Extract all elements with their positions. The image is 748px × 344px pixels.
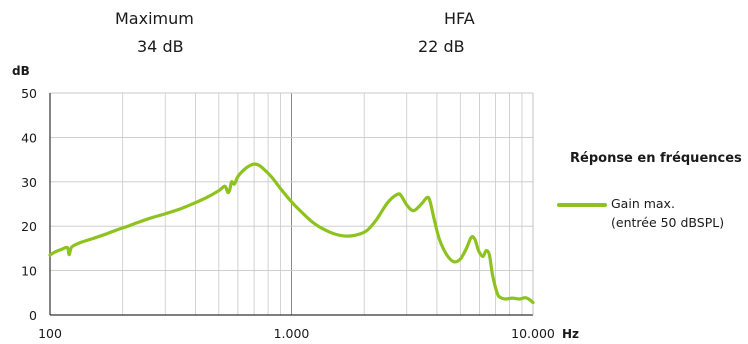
stat-maximum-value: 34 dB: [137, 37, 184, 56]
stat-maximum-label: Maximum: [115, 9, 194, 28]
y-axis-label: dB: [12, 64, 30, 78]
legend-title: Réponse en fréquences: [570, 151, 742, 166]
y-tick-label: 50: [21, 86, 37, 101]
x-tick-label: 100: [38, 326, 62, 341]
series-line-gain-max: [48, 162, 535, 305]
y-tick-label: 20: [21, 219, 37, 234]
legend-entry-line1: Gain max.: [611, 196, 675, 211]
y-tick-label: 10: [21, 264, 37, 279]
y-tick-label: 40: [21, 130, 37, 145]
legend-swatch: [557, 203, 607, 207]
legend-entry-line2: (entrée 50 dBSPL): [611, 215, 725, 230]
x-tick-label: 1.000: [274, 326, 310, 341]
stat-hfa-label: HFA: [444, 9, 475, 28]
series-layer: [48, 162, 535, 305]
y-tick-label: 0: [29, 308, 37, 323]
x-tick-label: 10.000: [511, 326, 555, 341]
y-tick-label: 30: [21, 175, 37, 190]
axes: 0 10 20 30 40 50 100 1.000 10.000: [21, 86, 555, 341]
stat-hfa-value: 22 dB: [418, 37, 465, 56]
x-axis-label: Hz: [562, 327, 579, 341]
